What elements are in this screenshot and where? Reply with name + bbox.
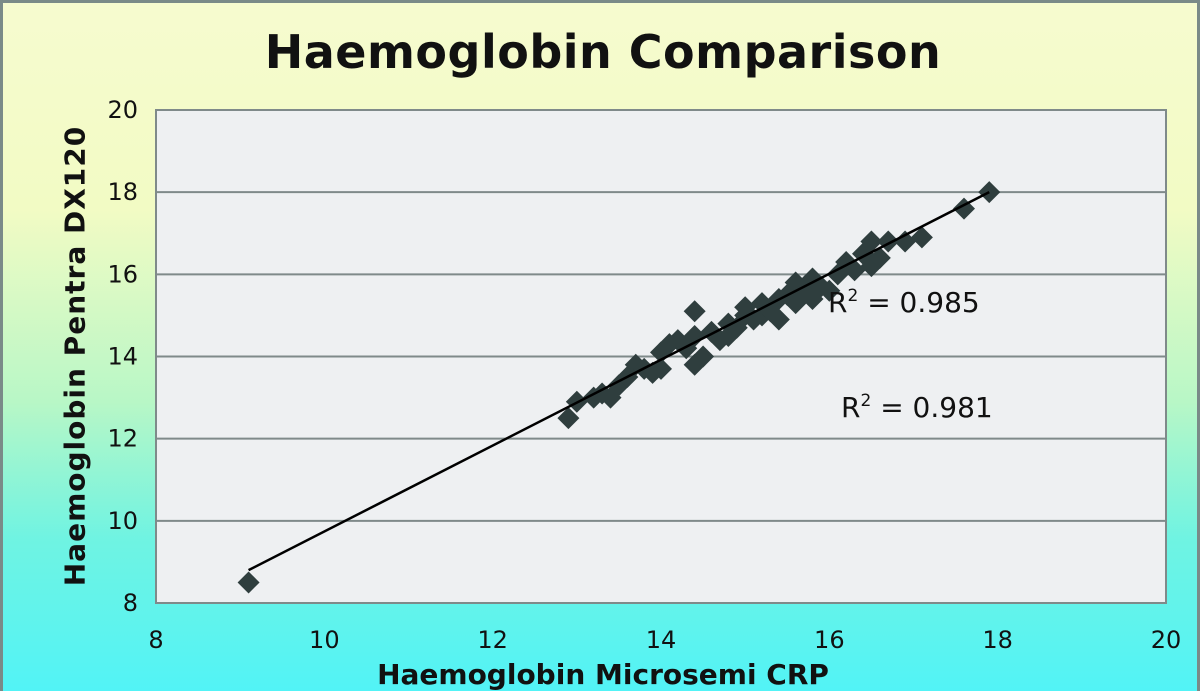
y-axis-ticks: 8 10 12 14 16 18 20 <box>107 96 138 617</box>
y-tick-label: 16 <box>107 260 138 288</box>
x-axis-label: Haemoglobin Microsemi CRP <box>377 658 829 691</box>
y-tick-label: 10 <box>107 507 138 535</box>
data-point-diamond <box>237 571 260 594</box>
x-tick-label: 20 <box>1151 626 1182 654</box>
chart-title: Haemoglobin Comparison <box>264 25 942 79</box>
data-point-diamond <box>860 230 883 253</box>
x-axis-ticks: 8 10 12 14 16 18 20 <box>148 626 1181 654</box>
data-point-diamond <box>894 230 917 253</box>
trendline <box>248 191 990 572</box>
x-tick-label: 12 <box>477 626 508 654</box>
r2-annotation-2: R2 = 0.981 <box>841 391 993 424</box>
x-tick-label: 10 <box>309 626 340 654</box>
scatter-plot: 8 10 12 14 16 18 20 8 10 12 14 16 18 20 <box>107 96 1181 654</box>
y-tick-label: 12 <box>107 425 138 453</box>
x-tick-label: 14 <box>646 626 677 654</box>
data-point-diamond <box>683 324 706 347</box>
data-point-diamond <box>767 308 790 331</box>
y-tick-label: 20 <box>107 96 138 124</box>
y-axis-label: Haemoglobin Pentra DX120 <box>58 125 92 587</box>
data-point-diamond <box>910 226 933 249</box>
data-point-diamond <box>818 279 841 302</box>
data-point-diamond <box>868 246 891 269</box>
y-tick-label: 18 <box>107 178 138 206</box>
x-tick-label: 18 <box>982 626 1013 654</box>
data-point-diamond <box>692 345 715 368</box>
x-tick-label: 8 <box>148 626 163 654</box>
data-point-diamond <box>683 300 706 323</box>
r2-annotation-1: R2 = 0.985 <box>828 286 980 319</box>
x-tick-label: 16 <box>814 626 845 654</box>
y-tick-label: 8 <box>123 589 138 617</box>
data-point-diamond <box>557 407 580 430</box>
y-tick-label: 14 <box>107 343 138 371</box>
